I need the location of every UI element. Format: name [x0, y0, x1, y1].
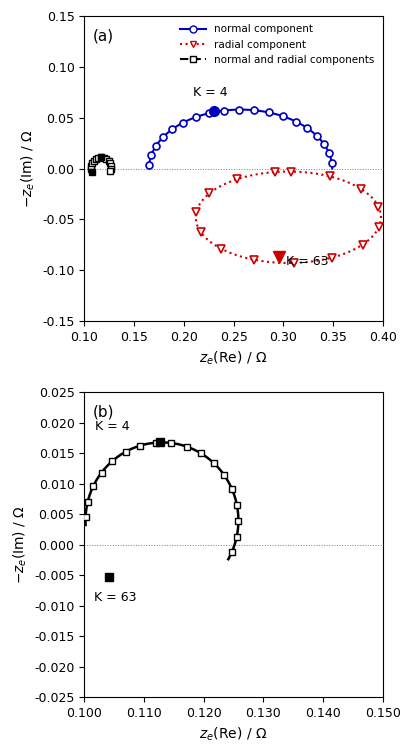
Text: K = 4: K = 4 — [95, 420, 130, 434]
Text: K = 63: K = 63 — [94, 591, 136, 604]
X-axis label: $z_e$(Re) / Ω: $z_e$(Re) / Ω — [199, 725, 268, 743]
X-axis label: $z_e$(Re) / Ω: $z_e$(Re) / Ω — [199, 349, 268, 366]
Text: (b): (b) — [93, 405, 115, 420]
Y-axis label: $-z_e$(Im) / Ω: $-z_e$(Im) / Ω — [11, 505, 28, 584]
Text: K = 63: K = 63 — [286, 255, 328, 268]
Text: (a): (a) — [93, 29, 115, 44]
Text: K = 4: K = 4 — [193, 87, 228, 100]
Y-axis label: $-z_e$(Im) / Ω: $-z_e$(Im) / Ω — [19, 129, 37, 208]
Legend: normal component, radial component, normal and radial components: normal component, radial component, norm… — [177, 21, 378, 68]
